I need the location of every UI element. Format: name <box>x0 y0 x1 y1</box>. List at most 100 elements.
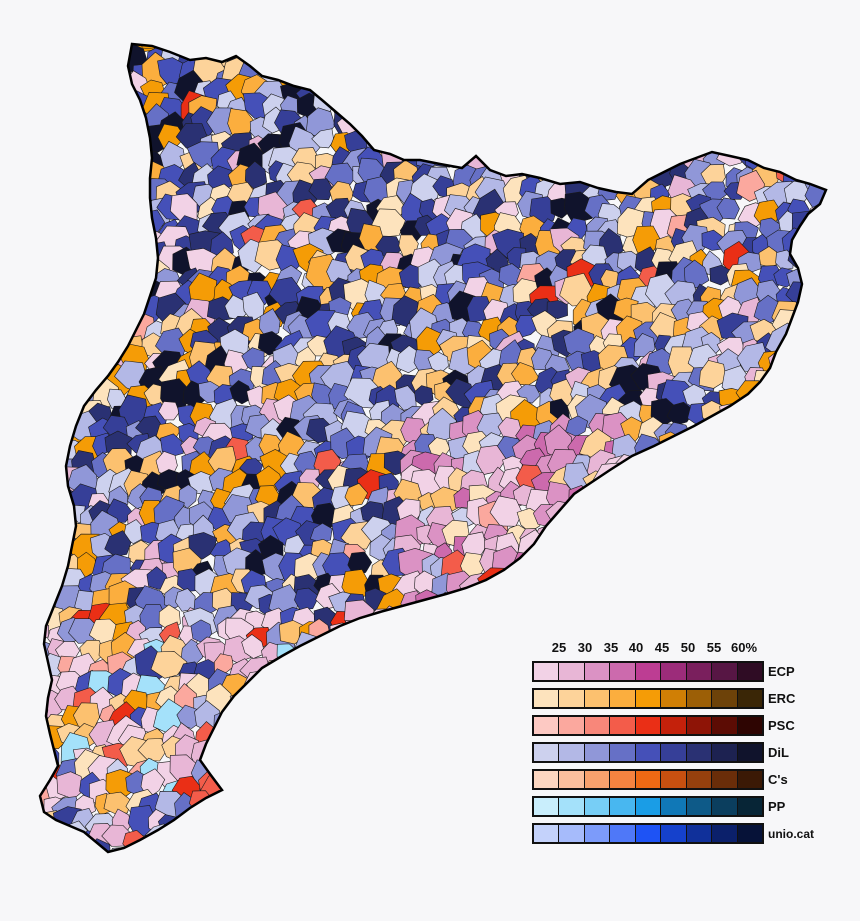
municipality-cell <box>412 46 432 69</box>
municipality-cell <box>380 660 408 688</box>
legend-swatch <box>712 717 738 734</box>
municipality-cell <box>349 71 383 106</box>
municipality-cell <box>466 627 494 651</box>
municipality-cell <box>40 570 45 598</box>
municipality-cell <box>749 504 785 531</box>
municipality-cell <box>766 587 799 625</box>
municipality-cell <box>424 44 459 56</box>
municipality-cell <box>393 790 421 818</box>
municipality-cell <box>655 453 683 484</box>
municipality-cell <box>434 788 461 813</box>
municipality-cell <box>481 109 514 138</box>
municipality-cell <box>818 571 826 597</box>
municipality-cell <box>332 755 360 780</box>
municipality-cell <box>532 535 569 569</box>
municipality-cell <box>224 44 263 60</box>
municipality-cell <box>408 649 440 684</box>
municipality-cell <box>819 200 826 226</box>
legend-row-pp: PP <box>532 793 822 820</box>
municipality-cell <box>438 845 468 852</box>
municipality-cell <box>275 823 304 849</box>
municipality-cell <box>463 740 491 763</box>
municipality-cell <box>461 656 489 685</box>
municipality-cell <box>394 754 424 782</box>
municipality-cell <box>470 846 491 852</box>
legend-swatch <box>610 717 636 734</box>
municipality-cell <box>40 535 65 569</box>
municipality-cell <box>432 809 458 832</box>
municipality-cell <box>632 483 657 508</box>
municipality-cell <box>448 695 472 719</box>
municipality-cell <box>413 118 437 143</box>
municipality-cell <box>425 64 453 89</box>
municipality-cell <box>40 143 50 172</box>
municipality-cell <box>825 521 826 549</box>
legend-swatch <box>559 717 585 734</box>
municipality-cell <box>809 77 826 101</box>
municipality-cell <box>532 44 567 56</box>
municipality-cell <box>822 280 826 313</box>
municipality-cell <box>248 697 273 718</box>
municipality-cell <box>444 788 474 817</box>
municipality-cell <box>447 658 479 691</box>
municipality-cell <box>250 740 274 766</box>
municipality-cell <box>395 44 423 54</box>
municipality-cell <box>658 431 682 458</box>
municipality-cell <box>802 351 826 382</box>
municipality-cell <box>411 95 446 125</box>
municipality-cell <box>494 671 526 696</box>
municipality-cell <box>281 809 304 836</box>
municipality-cell <box>482 44 511 73</box>
municipality-cell <box>739 518 766 544</box>
legend-swatch <box>635 771 662 788</box>
municipality-cell <box>353 707 390 735</box>
municipality-cell <box>397 774 420 799</box>
municipality-cell <box>668 601 693 628</box>
municipality-cell <box>411 793 433 814</box>
municipality-cell <box>689 44 717 58</box>
municipality-cell <box>423 774 462 807</box>
municipality-cell <box>821 688 826 711</box>
municipality-cell <box>469 797 496 820</box>
municipality-cell <box>568 605 591 634</box>
municipality-cell <box>819 350 826 387</box>
municipality-cell <box>785 456 812 481</box>
municipality-cell <box>380 623 411 655</box>
municipality-cell <box>375 635 400 661</box>
municipality-cell <box>412 73 443 104</box>
municipality-cell <box>820 377 826 417</box>
municipality-cell <box>582 148 616 177</box>
municipality-cell <box>808 44 826 55</box>
municipality-cell <box>687 73 716 105</box>
municipality-cell <box>619 44 644 48</box>
legend-swatch <box>661 825 687 842</box>
municipality-cell <box>551 541 573 566</box>
municipality-cell <box>730 587 766 620</box>
municipality-cell <box>612 58 641 87</box>
legend-tick: 35 <box>603 640 619 655</box>
municipality-cell <box>822 811 826 840</box>
municipality-cell <box>787 44 816 62</box>
municipality-cell <box>345 809 371 835</box>
municipality-cell <box>499 131 526 154</box>
municipality-cell <box>40 71 55 107</box>
municipality-cell <box>361 840 386 852</box>
municipality-cell <box>544 571 577 601</box>
municipality-cell <box>138 840 172 852</box>
municipality-cell <box>190 840 215 852</box>
municipality-cell <box>792 488 818 517</box>
municipality-cell <box>76 129 100 153</box>
municipality-cell <box>40 95 54 127</box>
legend-swatch <box>584 717 611 734</box>
municipality-cell <box>40 121 71 154</box>
legend-swatch <box>737 663 762 680</box>
legend-swatch <box>712 744 738 761</box>
municipality-cell <box>820 86 826 125</box>
municipality-cell <box>649 54 682 84</box>
municipality-cell <box>365 76 390 99</box>
municipality-cell <box>73 229 99 256</box>
municipality-cell <box>725 482 749 511</box>
municipality-cell <box>72 208 95 237</box>
municipality-cell <box>418 604 437 628</box>
municipality-cell <box>516 573 540 597</box>
